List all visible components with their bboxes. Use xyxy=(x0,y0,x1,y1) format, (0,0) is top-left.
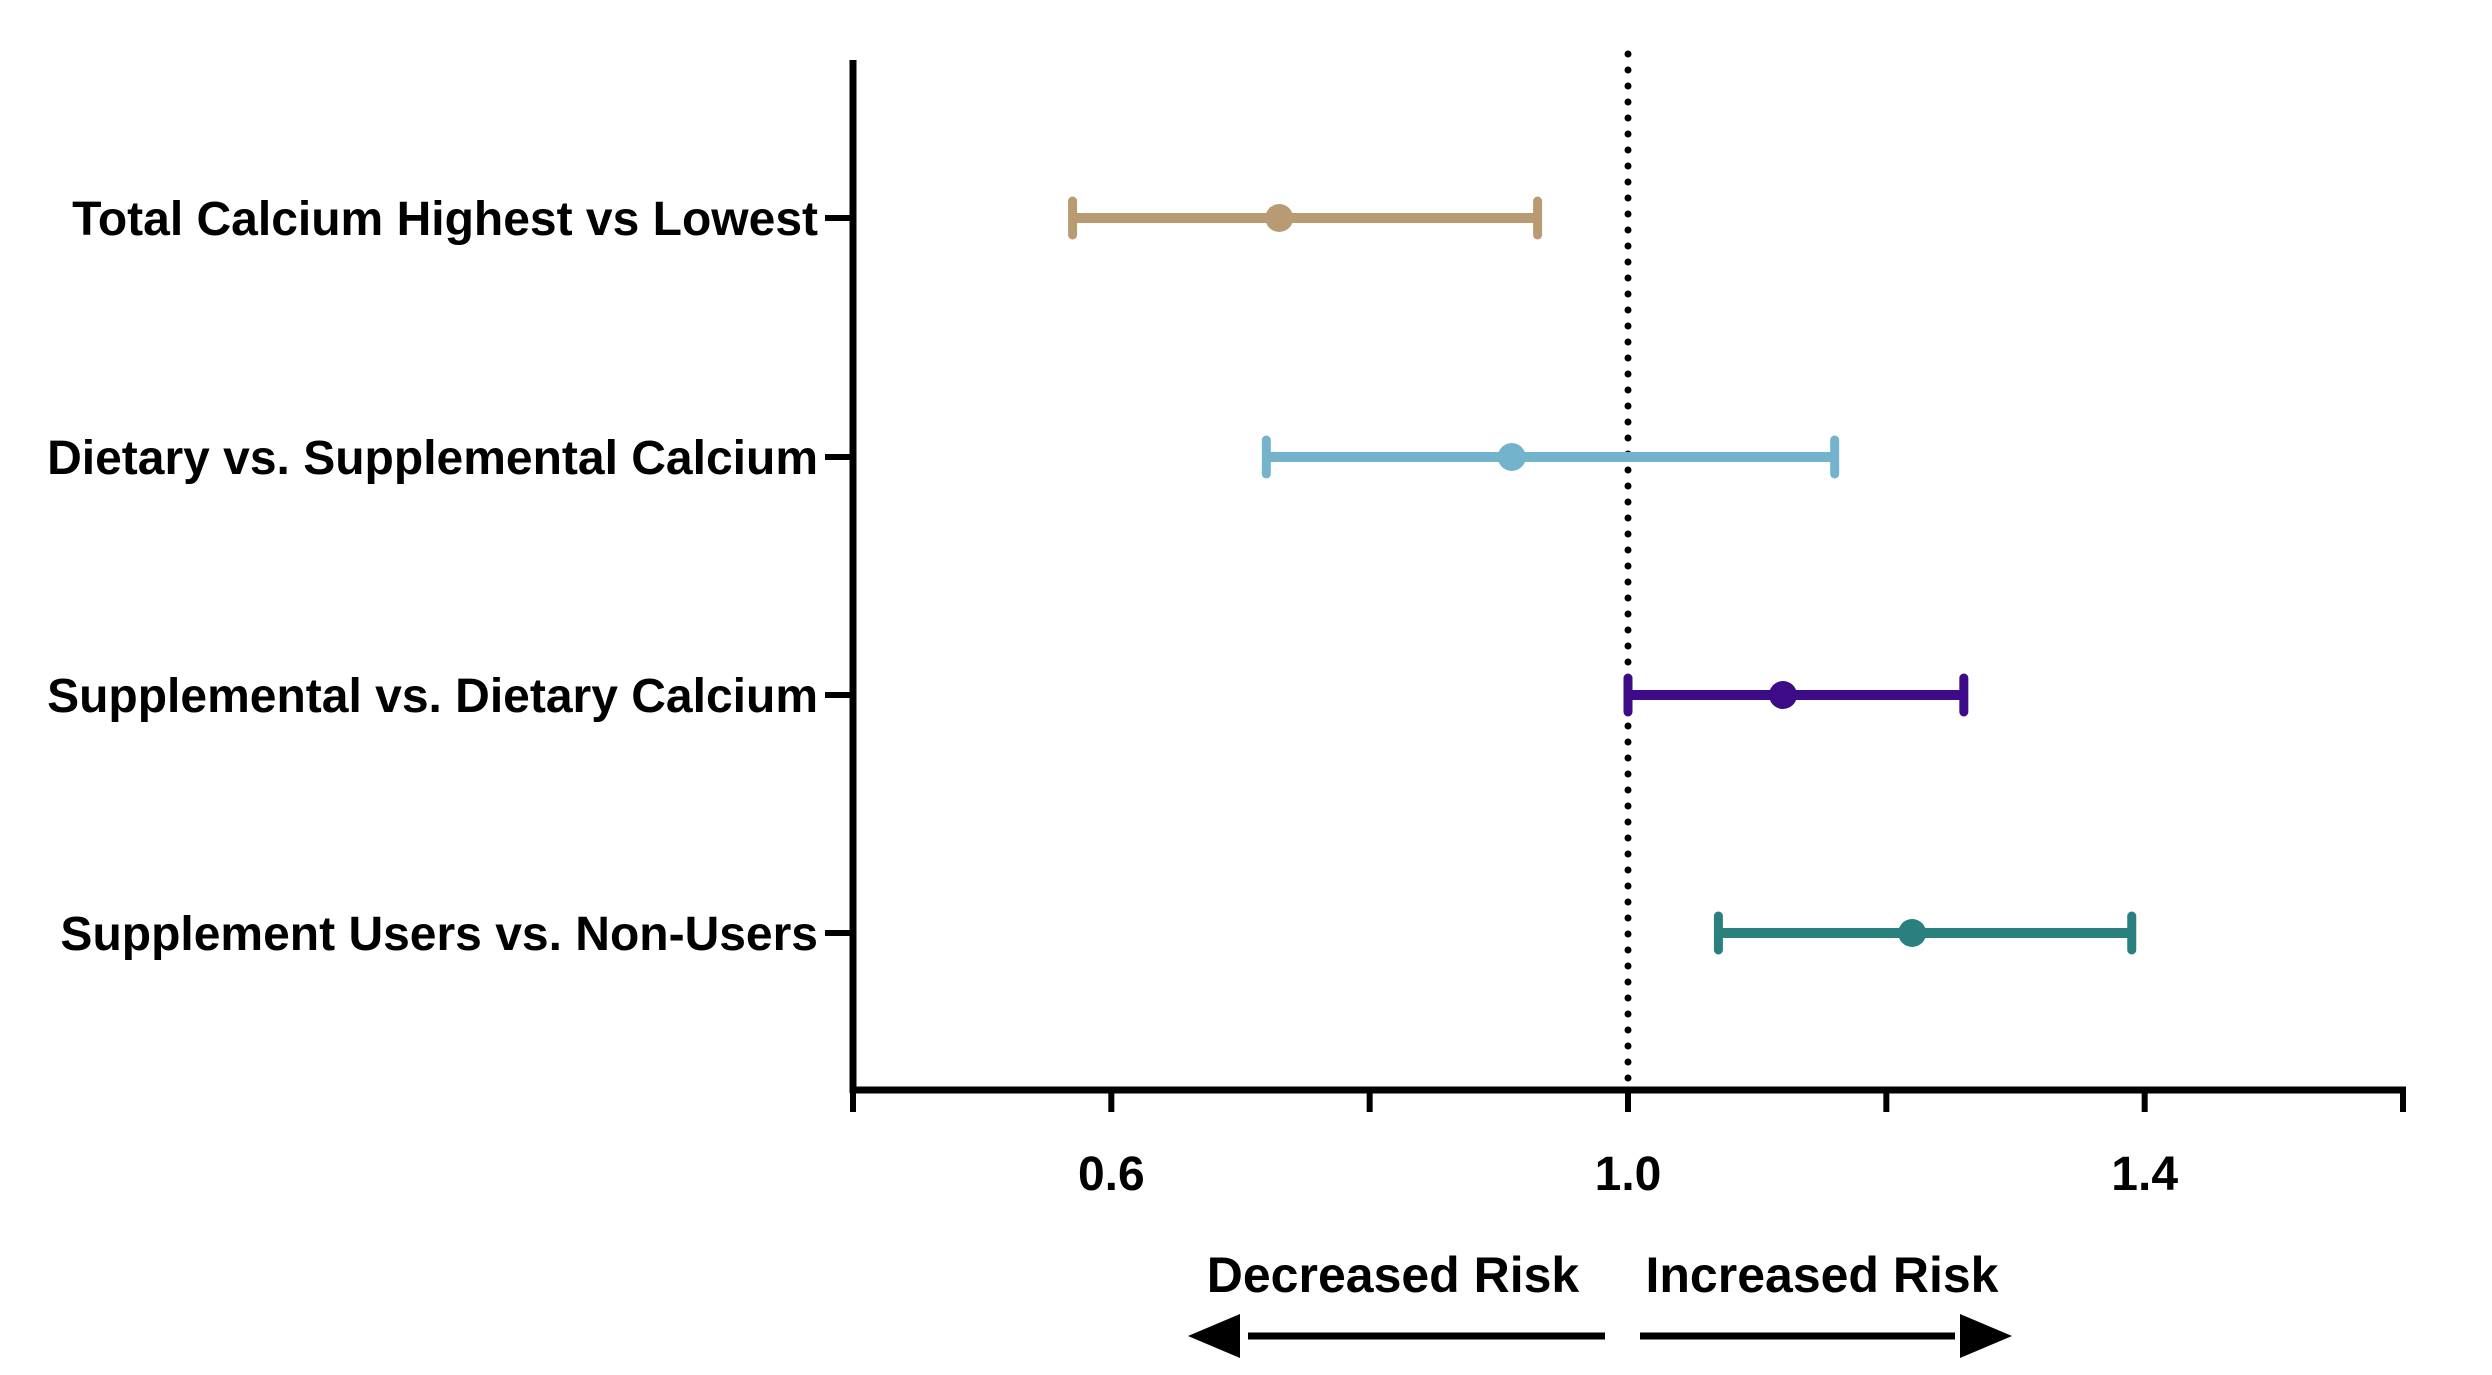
category-label: Dietary vs. Supplemental Calcium xyxy=(47,432,818,485)
increased-risk-label: Increased Risk xyxy=(1646,1247,1999,1303)
decreased-risk-label: Decreased Risk xyxy=(1207,1247,1580,1303)
category-label: Total Calcium Highest vs Lowest xyxy=(72,193,818,246)
marks xyxy=(1068,196,2137,955)
increased-risk-arrowhead xyxy=(1960,1314,2012,1358)
point-estimate xyxy=(1769,681,1797,709)
x-tick-label: 0.6 xyxy=(1078,1148,1145,1201)
point-estimate xyxy=(1497,443,1526,471)
point-estimate xyxy=(1898,919,1927,947)
category-label: Supplement Users vs. Non-Users xyxy=(60,908,818,961)
axes: 0.6 1.0 1.4 xyxy=(825,60,2406,1201)
labels: Total Calcium Highest vs Lowest Dietary v… xyxy=(47,193,818,961)
category-label: Supplemental vs. Dietary Calcium xyxy=(47,670,818,723)
x-tick-label: 1.0 xyxy=(1595,1148,1662,1201)
decreased-risk-arrowhead xyxy=(1188,1314,1240,1358)
point-estimate xyxy=(1265,204,1294,232)
x-tick-label: 1.4 xyxy=(2111,1148,2178,1201)
risk-annotations: Decreased Risk Increased Risk xyxy=(1188,1247,2012,1358)
